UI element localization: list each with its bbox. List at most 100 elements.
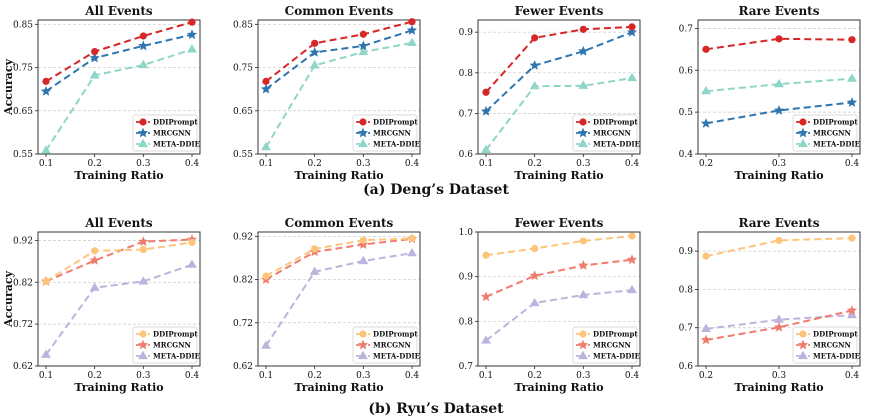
- chart-8-series-meta-ddie-point: [847, 309, 857, 319]
- chart-3: 0.6 0.7 0.8 0.9 0.1 0.2 0.3 0.4 Fewer Events Trai…: [459, 4, 641, 182]
- chart-5-series-ddiprompt-point: [188, 238, 196, 247]
- chart-3-xtick-label: 0.2: [528, 159, 542, 169]
- chart-6-series-mrcgnn-point: [358, 239, 369, 249]
- chart-1-series-ddiprompt-point: [91, 47, 99, 56]
- chart-4-xtick-label: 0.4: [845, 159, 860, 169]
- chart-4-xlabel: Training Ratio: [734, 169, 823, 182]
- chart-6-ytick-label: 0.72: [233, 319, 253, 329]
- chart-1-series-meta-ddie-point: [41, 145, 51, 154]
- chart-3-xlabel: Training Ratio: [514, 169, 603, 182]
- chart-3-series-meta-ddie-line: [485, 77, 633, 151]
- chart-8-legend: DDIPrompt MRCGNN META-DDIE: [792, 326, 860, 364]
- chart-3-legend-label: META-DDIE: [593, 140, 640, 149]
- chart-5-series-mrcgnn-point: [138, 236, 149, 246]
- chart-7-ytick-label: 0.9: [459, 273, 474, 283]
- chart-6-series-ddiprompt-point: [408, 234, 416, 243]
- chart-1-legend-label: MRCGNN: [153, 129, 192, 138]
- chart-3-series-ddiprompt-point: [579, 25, 587, 33]
- chart-7-xtick-label: 0.4: [625, 371, 640, 381]
- chart-7-xtick-label: 0.1: [479, 371, 493, 381]
- chart-8-series-ddiprompt-point: [702, 252, 710, 260]
- chart-2-series-ddiprompt-point: [408, 18, 416, 26]
- chart-4-legend-label: META-DDIE: [813, 140, 860, 149]
- chart-1-series-mrcgnn-line: [45, 33, 193, 93]
- chart-8-legend-marker: [797, 339, 809, 350]
- chart-6-ytick-label: 0.92: [233, 232, 253, 242]
- chart-7-ytick-label: 1.0: [459, 228, 474, 238]
- chart-5-series-meta-ddie-point: [41, 349, 51, 358]
- chart-5-legend-label: DDIPrompt: [153, 330, 198, 339]
- chart-6-legend-label: META-DDIE: [373, 352, 420, 361]
- chart-6-ytick-label: 0.62: [233, 362, 253, 372]
- chart-8-series-ddiprompt-point: [775, 236, 783, 245]
- chart-8-ytick-label: 0.8: [679, 285, 694, 295]
- chart-1-xtick-label: 0.4: [185, 159, 200, 169]
- chart-5-frame: [37, 231, 201, 367]
- chart-3-title: Fewer Events: [515, 4, 604, 18]
- chart-1-ytick-label: 0.55: [13, 150, 33, 160]
- chart-3-series-mrcgnn-line: [485, 31, 633, 113]
- chart-4-ytick-label: 0.4: [679, 150, 694, 160]
- chart-3-series-ddiprompt-line: [485, 25, 633, 93]
- chart-7-series-ddiprompt-line: [485, 235, 633, 257]
- chart-4-series-ddiprompt-point: [702, 45, 710, 53]
- chart-3-ytick-label: 0.6: [459, 150, 474, 160]
- chart-1-legend-marker: [137, 127, 149, 138]
- chart-5-xlabel: Training Ratio: [74, 381, 163, 394]
- chart-2-legend-label: META-DDIE: [373, 140, 420, 149]
- chart-1-legend-label: DDIPrompt: [153, 118, 198, 127]
- chart-5-series-ddiprompt-point: [42, 277, 50, 286]
- chart-3-legend: DDIPrompt MRCGNN META-DDIE: [572, 114, 640, 152]
- chart-8-ytick-label: 0.6: [679, 362, 694, 372]
- chart-7-legend-label: DDIPrompt: [593, 330, 638, 339]
- chart-7-series-mrcgnn-line: [485, 258, 633, 298]
- chart-6-series-ddiprompt-point: [311, 245, 319, 253]
- chart-6-series-mrcgnn-line: [265, 237, 413, 281]
- chart-7-legend-label: MRCGNN: [593, 341, 632, 350]
- chart-4-frame: [697, 19, 861, 155]
- chart-4-series-ddiprompt-point: [848, 36, 856, 44]
- chart-2-frame: [257, 19, 421, 155]
- chart-8-legend-label: DDIPrompt: [813, 330, 858, 339]
- chart-7-legend-label: META-DDIE: [593, 352, 640, 361]
- chart-6-series-ddiprompt-point: [359, 236, 367, 244]
- chart-7-legend: DDIPrompt MRCGNN META-DDIE: [572, 326, 640, 364]
- chart-5-ytick-label: 0.72: [13, 320, 33, 330]
- chart-3-series-meta-ddie-point: [578, 80, 589, 89]
- chart-1-series-ddiprompt-line: [45, 21, 193, 83]
- chart-3-legend-box: [572, 114, 638, 152]
- chart-3-frame: [477, 19, 641, 155]
- chart-7-series-ddiprompt-point: [531, 244, 539, 253]
- chart-8-xtick-label: 0.2: [699, 371, 713, 381]
- chart-6-legend-label: DDIPrompt: [373, 330, 418, 339]
- chart-6-legend-marker: [357, 339, 369, 350]
- chart-1-ylabel: Accuracy: [2, 58, 15, 116]
- chart-3-xtick-label: 0.1: [479, 159, 493, 169]
- chart-3-series-mrcgnn-point: [626, 26, 638, 37]
- chart-8-series-mrcgnn-point: [700, 334, 712, 345]
- chart-8-legend-marker: [798, 350, 808, 360]
- chart-6-frame: [257, 231, 421, 367]
- chart-3-legend-label: DDIPrompt: [593, 118, 638, 127]
- chart-4-title: Rare Events: [739, 4, 820, 18]
- chart-8-series-mrcgnn-point: [846, 305, 858, 315]
- chart-2-legend-label: DDIPrompt: [373, 118, 418, 127]
- chart-3-xtick-label: 0.3: [576, 159, 591, 169]
- chart-4-series-ddiprompt-point: [775, 35, 783, 43]
- chart-6-legend-marker: [358, 350, 368, 360]
- chart-7-series-ddiprompt-point: [628, 232, 636, 240]
- chart-1-series-ddiprompt-point: [188, 18, 196, 26]
- chart-7-ytick-label: 0.7: [459, 362, 474, 372]
- chart-5-legend-marker: [138, 350, 148, 360]
- chart-2-legend-marker: [358, 138, 368, 148]
- chart-5-xtick-label: 0.3: [136, 371, 151, 381]
- chart-1-legend: DDIPrompt MRCGNN META-DDIE: [132, 114, 200, 152]
- chart-3-series-ddiprompt-point: [628, 23, 636, 31]
- chart-3-legend-marker: [578, 138, 588, 148]
- chart-2-legend-box: [352, 114, 418, 152]
- chart-4-series-meta-ddie-point: [847, 73, 857, 82]
- chart-7-ytick-label: 0.8: [459, 317, 474, 327]
- chart-3-series-meta-ddie-point: [627, 72, 637, 82]
- chart-4-legend-marker: [797, 127, 809, 138]
